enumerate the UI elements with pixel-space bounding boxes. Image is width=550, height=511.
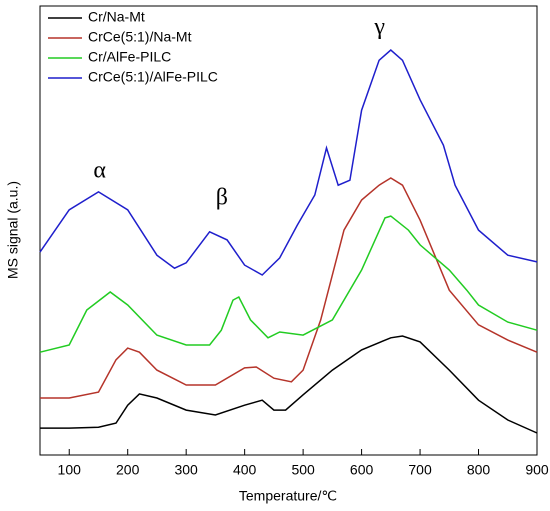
annotation: β xyxy=(216,185,228,211)
legend-label: CrCe(5:1)/AlFe-PILC xyxy=(88,69,218,85)
series-line xyxy=(40,335,538,434)
x-axis-label: Temperature/℃ xyxy=(239,488,337,504)
y-axis-label: MS signal (a.u.) xyxy=(5,181,21,279)
plot-frame xyxy=(39,5,538,456)
annotation: α xyxy=(93,158,106,184)
x-tick-label: 900 xyxy=(525,462,549,478)
x-tick-label: 400 xyxy=(233,462,257,478)
x-tick-label: 200 xyxy=(116,462,140,478)
legend-label: Cr/Na-Mt xyxy=(88,9,145,25)
series-line xyxy=(40,177,538,399)
series-line xyxy=(39,215,538,353)
annotation: γ xyxy=(373,14,385,40)
legend-label: Cr/AlFe-PILC xyxy=(88,49,171,65)
series-line xyxy=(39,49,538,276)
x-tick-label: 800 xyxy=(467,462,491,478)
x-tick-label: 300 xyxy=(174,462,198,478)
legend-label: CrCe(5:1)/Na-Mt xyxy=(88,29,192,45)
x-tick-label: 600 xyxy=(350,462,374,478)
x-tick-label: 100 xyxy=(58,462,82,478)
x-tick-label: 500 xyxy=(291,462,315,478)
x-tick-label: 700 xyxy=(408,462,432,478)
